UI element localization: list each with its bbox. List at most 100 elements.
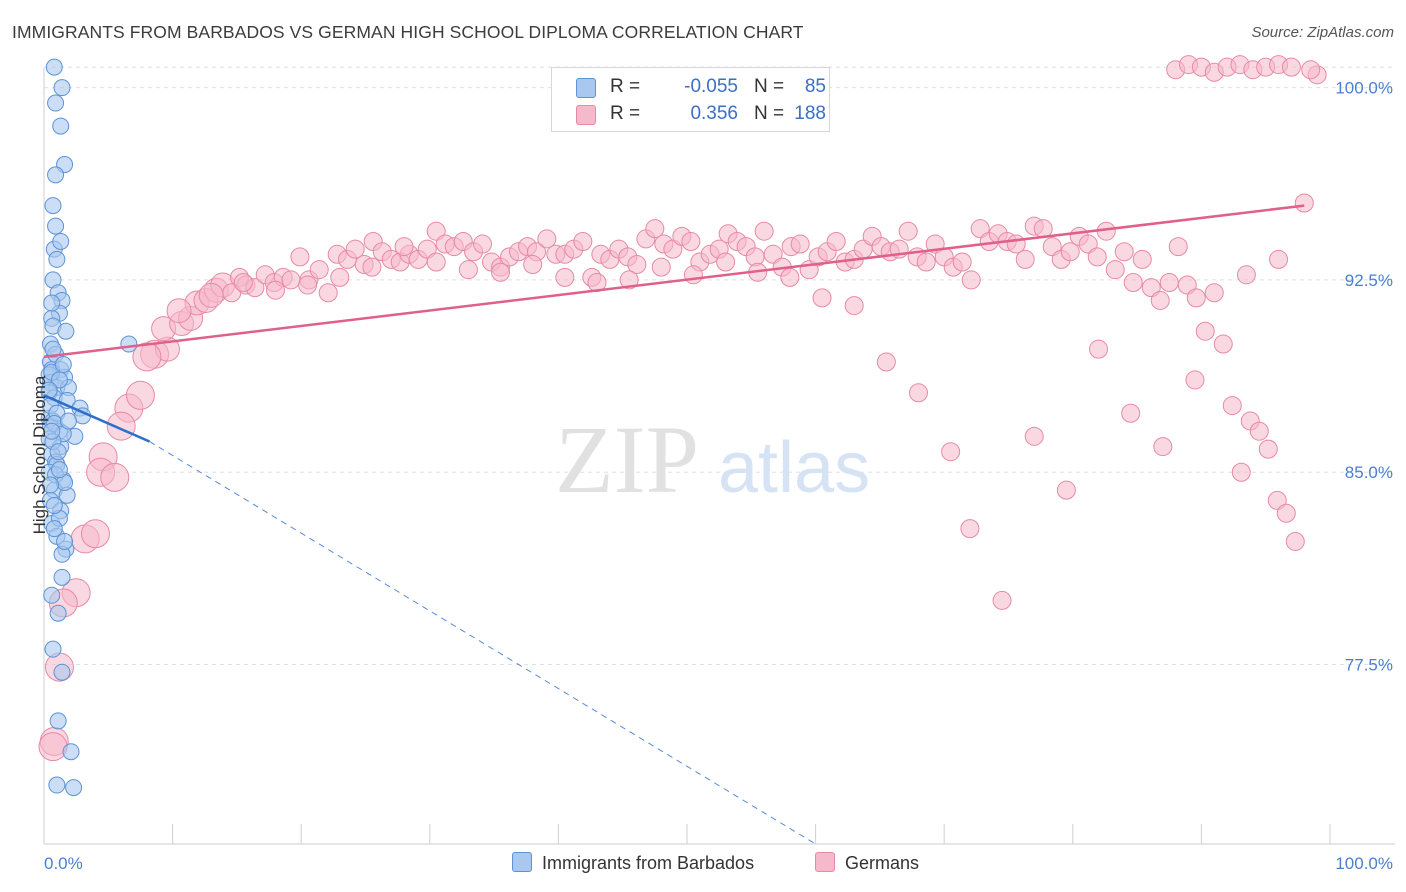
- germans-point: [645, 219, 665, 239]
- germans-point: [318, 283, 338, 303]
- germans-point: [298, 275, 318, 295]
- germans-point: [458, 260, 478, 280]
- germans-point: [1231, 462, 1251, 482]
- germans-point: [1294, 193, 1314, 213]
- germans-point: [198, 282, 224, 308]
- y-tick-label: 92.5%: [1345, 271, 1393, 290]
- germans-point: [1276, 503, 1296, 523]
- barbados-point: [49, 712, 67, 730]
- legend-item-barbados[interactable]: Immigrants from Barbados: [512, 852, 754, 874]
- y-tick-label: 85.0%: [1345, 463, 1393, 482]
- germans-point: [1213, 334, 1233, 354]
- source-label: Source: ZipAtlas.com: [1251, 24, 1394, 41]
- y-tick-label: 100.0%: [1335, 79, 1393, 98]
- germans-point: [812, 288, 832, 308]
- germans-point: [1301, 60, 1321, 80]
- barbados-point: [43, 422, 61, 440]
- stats-legend: R = -0.055 N = 85 R = 0.356 N = 188: [551, 67, 830, 132]
- germans-point: [898, 221, 918, 241]
- germans-point: [826, 231, 846, 251]
- x-tick-label: 100.0%: [1335, 854, 1393, 873]
- barbados-point: [57, 322, 75, 340]
- germans-point: [1087, 247, 1107, 267]
- germans-point: [1222, 396, 1242, 416]
- barbados-point: [56, 532, 74, 550]
- germans-point: [491, 262, 511, 282]
- germans-point: [555, 267, 575, 287]
- germans-point: [265, 280, 285, 300]
- n-label: N =: [754, 76, 785, 97]
- germans-trend-line: [43, 204, 1305, 359]
- germans-point: [619, 270, 639, 290]
- watermark-atlas: atlas: [718, 428, 870, 508]
- n-label: N =: [754, 103, 785, 124]
- germans-swatch: [576, 105, 596, 125]
- germans-point: [233, 272, 253, 292]
- germans-point: [330, 267, 350, 287]
- germans-point: [754, 221, 774, 241]
- germans-point: [523, 255, 543, 275]
- germans-point: [80, 519, 110, 549]
- r-value: 0.356: [690, 103, 738, 124]
- germans-point: [1236, 265, 1256, 285]
- barbados-point: [54, 356, 72, 374]
- germans-point: [1024, 426, 1044, 446]
- germans-point: [916, 252, 936, 272]
- germans-point: [394, 237, 414, 257]
- germans-point: [132, 342, 162, 372]
- barbados-legend-swatch: [512, 852, 532, 872]
- germans-point: [1132, 249, 1152, 269]
- germans-point: [100, 462, 130, 492]
- barbados-point: [120, 335, 138, 353]
- germans-point: [960, 519, 980, 539]
- barbados-point: [49, 443, 67, 461]
- germans-point: [1269, 249, 1289, 269]
- legend-label-barbados: Immigrants from Barbados: [542, 853, 755, 873]
- germans-point: [38, 732, 68, 762]
- x-tick-labels: 0.0% 100.0%: [44, 854, 1393, 873]
- barbados-point: [52, 232, 70, 250]
- germans-point: [1060, 242, 1080, 262]
- germans-point: [1121, 403, 1141, 423]
- germans-point: [844, 296, 864, 316]
- barbados-point: [47, 94, 65, 112]
- barbados-point: [52, 117, 70, 135]
- grid-lines: [44, 66, 1395, 666]
- germans-point: [473, 234, 493, 254]
- r-value: -0.055: [684, 76, 738, 97]
- legend-item-germans[interactable]: Germans: [815, 852, 919, 874]
- germans-point: [1159, 272, 1179, 292]
- barbados-trend-extension: [149, 441, 816, 845]
- barbados-point: [45, 58, 63, 76]
- germans-point: [1258, 439, 1278, 459]
- germans-point: [1015, 249, 1035, 269]
- barbados-point: [59, 412, 77, 430]
- chart-title: IMMIGRANTS FROM BARBADOS VS GERMAN HIGH …: [12, 22, 804, 42]
- germans-point: [309, 260, 329, 280]
- germans-point: [1195, 321, 1215, 341]
- watermark: ZIP atlas: [555, 406, 870, 513]
- barbados-point: [44, 197, 62, 215]
- barbados-point: [43, 586, 61, 604]
- germans-point: [125, 380, 155, 410]
- barbados-point: [62, 743, 80, 761]
- barbados-point: [43, 294, 61, 312]
- germans-point: [362, 257, 382, 277]
- barbados-point: [47, 166, 65, 184]
- germans-point: [992, 590, 1012, 610]
- n-value: 85: [804, 76, 826, 97]
- barbados-point: [53, 79, 71, 97]
- germans-point: [166, 298, 192, 324]
- barbados-points: [40, 58, 138, 797]
- barbados-point: [45, 520, 63, 538]
- germans-point: [345, 239, 365, 259]
- germans-point: [790, 234, 810, 254]
- x-tick-label: 0.0%: [44, 854, 83, 873]
- germans-point: [1185, 370, 1205, 390]
- barbados-point: [53, 568, 71, 586]
- trend-lines: [43, 204, 1305, 845]
- watermark-zip: ZIP: [555, 406, 699, 513]
- germans-point: [1186, 288, 1206, 308]
- germans-point: [537, 229, 557, 249]
- germans-point: [290, 247, 310, 267]
